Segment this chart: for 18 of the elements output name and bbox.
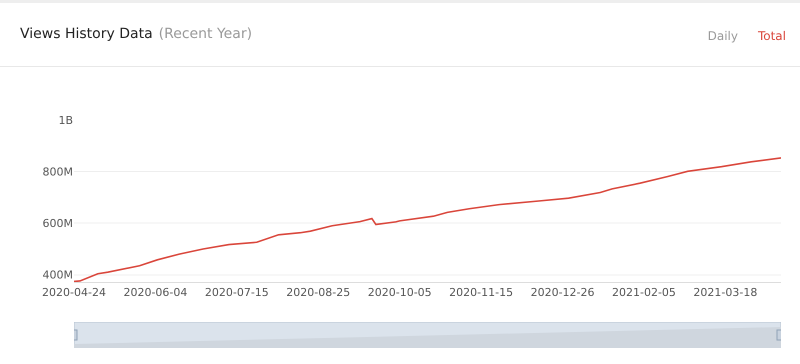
x-tick-label: 2020-08-25 (286, 286, 350, 300)
y-tick-label: 800M (42, 165, 73, 178)
x-tick-label: 2020-11-15 (449, 286, 514, 300)
chart-title: Views History Data (20, 26, 153, 42)
line-series (74, 157, 781, 282)
y-tick-label: 400M (42, 268, 73, 282)
y-tick-label: 1B (58, 114, 73, 127)
x-tick-label: 2020-07-15 (204, 286, 269, 300)
x-tick-label: 2021-02-05 (612, 286, 676, 300)
x-tick-label: 2020-10-05 (368, 286, 432, 300)
x-tick-label: 2021-03-18 (693, 286, 758, 300)
x-tick-label: 2020-04-24 (42, 286, 106, 300)
x-tick-label: 2020-06-04 (123, 286, 188, 300)
x-tick-label: 2020-12-26 (530, 286, 595, 300)
chart-subtitle: (Recent Year) (158, 26, 252, 42)
text: Total (758, 29, 786, 43)
y-tick-label: 600M (42, 217, 73, 230)
text: Daily (708, 29, 738, 43)
